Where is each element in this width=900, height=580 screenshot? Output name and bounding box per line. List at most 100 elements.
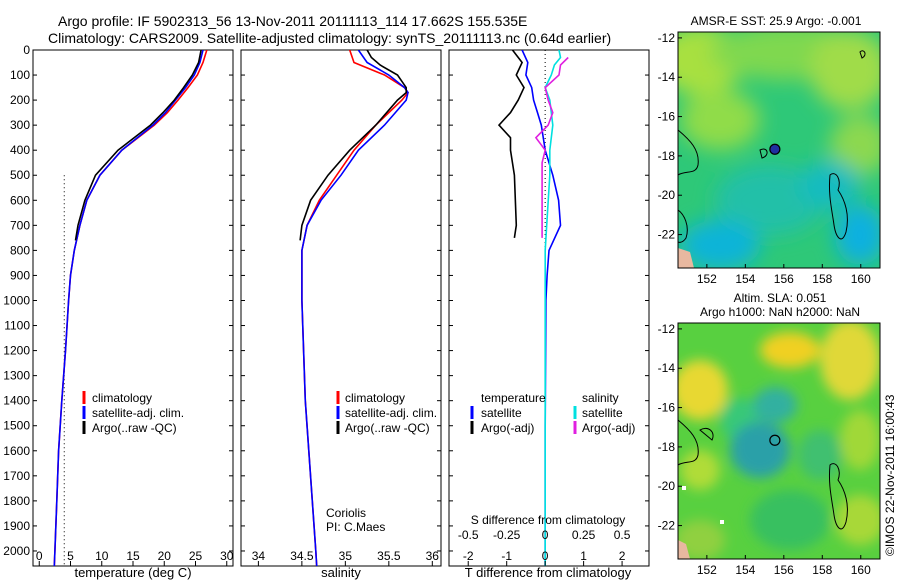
map-lat-label: -18 [658,440,676,454]
pi-note: PI: C.Maes [326,520,385,534]
sst-map-frame [677,31,881,269]
sla-map-title-line2: Argo h1000: NaN h2000: NaN [700,305,860,319]
x-tick-label: -1 [501,549,512,563]
x-tick-label: 30 [220,549,234,563]
temperature-difference-xlabel: T difference from climatology [465,565,632,580]
depth-tick-label: 400 [10,143,30,157]
depth-tick-label: 800 [10,243,30,257]
temperature-panel-frame [32,49,234,567]
map-lon-label: 156 [774,272,794,286]
depth-tick-label: 1200 [3,344,30,358]
s-tick-label: 0 [542,528,549,542]
depth-tick-label: 700 [10,218,30,232]
series-satellite-adj-clim- [301,50,409,566]
difference-panel: -2 -1 0 1 2 -0.5 -0.25 0 0.25 0.5 S difference f… [448,49,650,580]
map-lat-label: -12 [658,322,676,336]
depth-tick-label: 1300 [3,369,30,383]
depth-tick-label: 500 [10,168,30,182]
legend-t-argo: Argo(-adj) [481,421,534,435]
sla-map: Altim. SLA: 0.051 Argo h1000: NaN h2000:… [658,291,881,577]
x-tick-label: -2 [463,549,474,563]
map-lat-label: -22 [658,228,676,242]
s-tick-label: -0.25 [493,528,521,542]
s-tick-label: 0.25 [572,528,596,542]
x-tick-label: 2 [619,549,626,563]
x-tick-label: 0 [542,549,549,563]
depth-tick-label: 1000 [3,293,30,307]
legend-temperature-title: temperature [481,391,546,405]
depth-tick-label: 1600 [3,444,30,458]
map-lon-label: 158 [812,563,832,577]
depth-tick-label: 1500 [3,419,30,433]
sst-map: AMSR-E SST: 25.9 Argo: -0.001 15 [658,14,881,286]
temperature-panel: 0 5 10 15 20 25 30 0 100 200 300 400 500 600 700 800 90… [3,43,233,580]
map-lon-label: 156 [774,563,794,577]
series-salinity-argo-adj- [534,56,569,238]
depth-tick-label: 100 [10,68,30,82]
depth-tick-label: 1700 [3,469,30,483]
x-tick-label: 35.5 [377,549,401,563]
legend-t-satellite: satellite [481,406,522,420]
salinity-difference-label: S difference from climatology [471,513,626,527]
series-satellite-adj-clim- [53,50,204,566]
x-tick-label: 15 [126,549,140,563]
depth-tick-label: 1800 [3,494,30,508]
map-lat-label: -20 [658,479,676,493]
depth-tick-label: 1100 [4,319,30,333]
map-lon-label: 160 [851,272,871,286]
depth-tick-label: 1400 [3,394,30,408]
temperature-legend: climatology satellite-adj. clim. Argo(..… [82,391,184,435]
map-lon-label: 158 [812,272,832,286]
map-lat-label: -16 [658,401,676,415]
sst-map-title: AMSR-E SST: 25.9 Argo: -0.001 [691,14,862,28]
x-tick-label: 1 [580,549,587,563]
s-tick-label: 0.5 [614,528,631,542]
legend-climatology: climatology [345,391,405,405]
sla-field [678,323,880,559]
map-lat-label: -14 [658,70,676,84]
map-lon-label: 160 [851,563,871,577]
x-tick-label: 34 [252,549,266,563]
depth-tick-label: 300 [10,118,30,132]
header-line1: Argo profile: IF 5902313_56 13-Nov-2011 … [58,13,527,29]
salinity-legend: climatology satellite-adj. clim. Argo(..… [336,391,437,435]
difference-panel-frame [448,49,650,567]
legend-argo: Argo(..raw -QC) [345,421,430,435]
data-centre-note: Coriolis [326,506,366,520]
map-lon-label: 152 [697,563,717,577]
legend-s-satellite: satellite [582,406,623,420]
series-salinity-satellite [544,50,562,566]
x-tick-label: 5 [67,549,74,563]
difference-legend: temperature satellite Argo(-adj) salinit… [470,391,635,435]
map-lat-label: -12 [658,31,676,45]
x-tick-label: 0 [36,549,43,563]
temperature-xlabel: temperature (deg C) [74,565,191,580]
depth-tick-label: 600 [10,193,30,207]
map-lat-label: -18 [658,149,676,163]
map-lon-label: 154 [735,272,755,286]
map-lat-label: -14 [658,361,676,375]
series-argo-raw-qc- [299,50,408,241]
depth-tick-label: 2000 [3,544,30,558]
legend-s-argo: Argo(-adj) [582,421,635,435]
depth-tick-label: 200 [10,93,30,107]
map-lat-label: -22 [658,519,676,533]
argo-position-marker [769,434,781,446]
depth-tick-label: 1900 [3,519,30,533]
series-argo-raw-qc- [74,50,202,241]
argo-position-marker [769,143,781,155]
x-tick-label: 35 [339,549,353,563]
x-tick-label: 20 [158,549,172,563]
salinity-panel-frame [240,49,442,567]
s-tick-label: -0.5 [458,528,479,542]
legend-argo: Argo(..raw -QC) [92,421,177,435]
sla-map-frame [677,322,881,560]
depth-tick-label: 0 [23,43,30,57]
series-temperature-argo-adj- [497,50,525,239]
legend-climatology: climatology [92,391,152,405]
depth-tick-label: 900 [10,268,30,282]
salinity-xlabel: salinity [321,565,361,580]
x-tick-label: 25 [189,549,203,563]
map-lat-label: -16 [658,110,676,124]
